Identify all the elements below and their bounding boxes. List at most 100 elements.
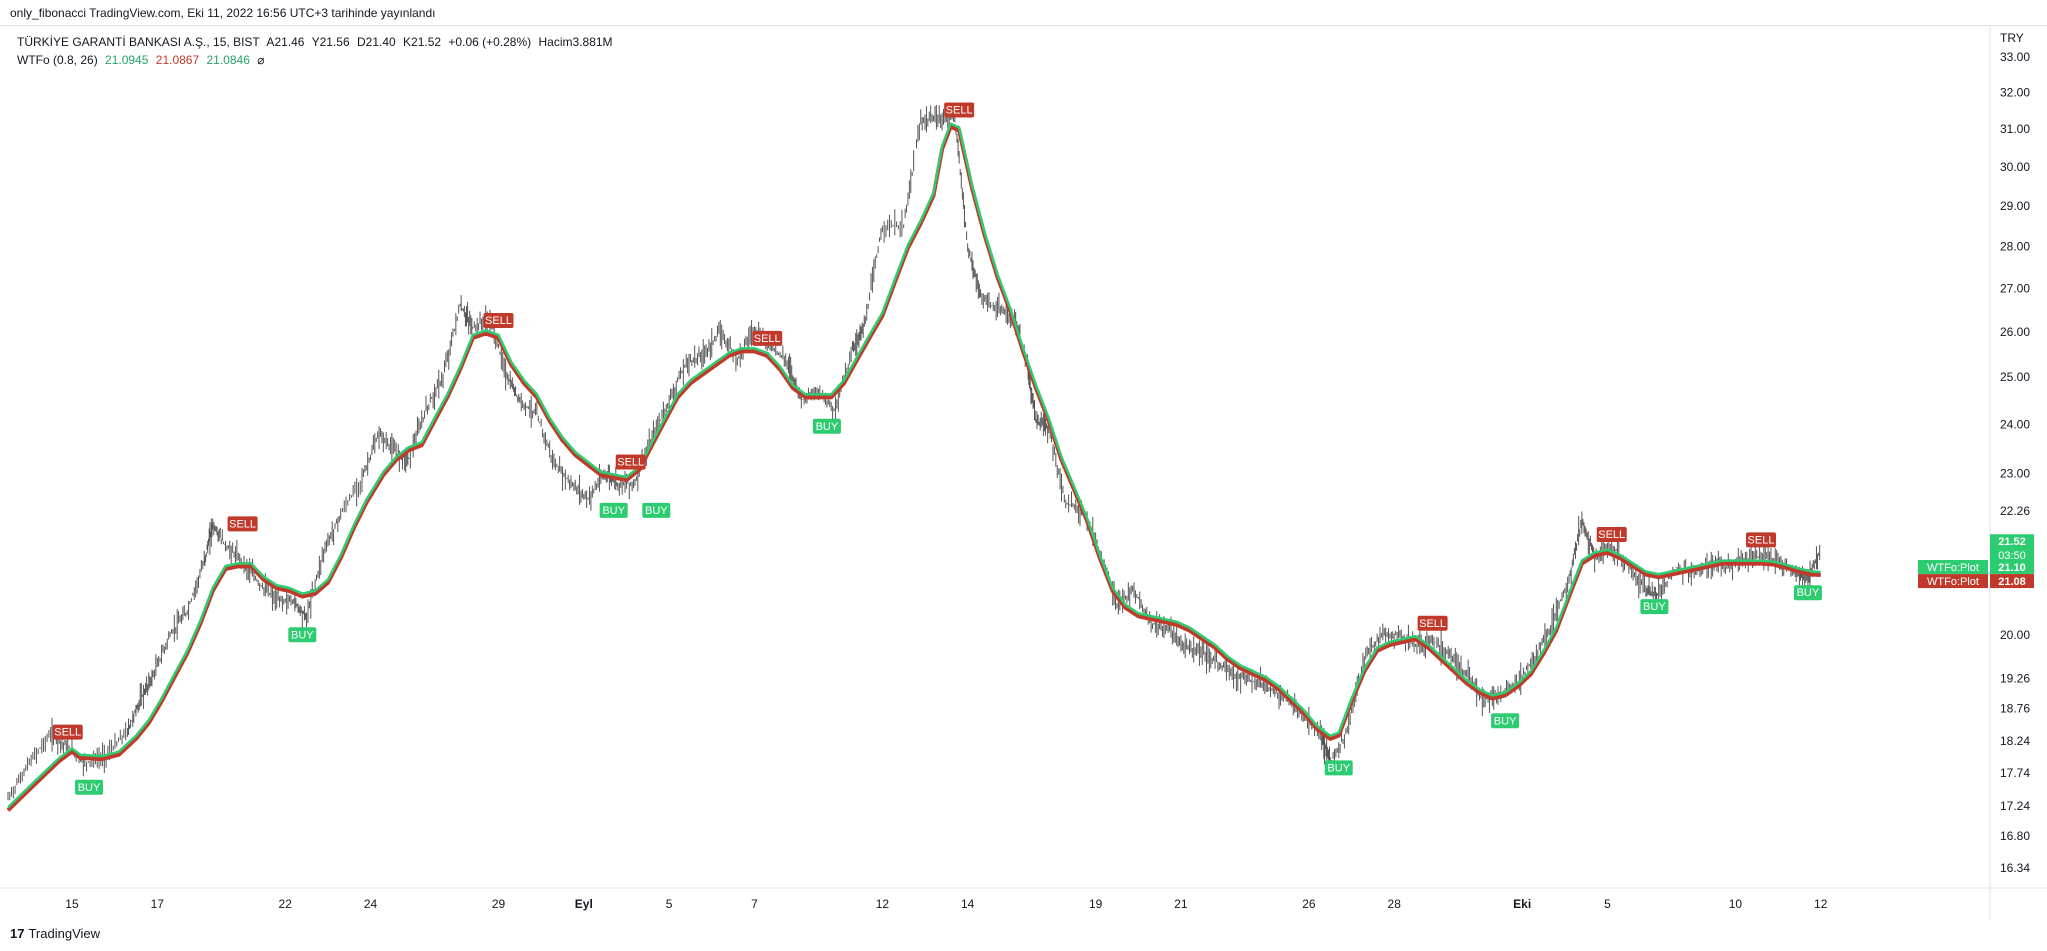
tradingview-mark-icon: 17 [10,926,25,941]
y-tick-label: 22.26 [2000,504,2030,518]
high-label: Y [311,35,320,49]
price-chart[interactable]: TRY 33.00 32.00 31.00 30.00 29.00 28.00 27.00 26… [0,26,2047,920]
y-tick-label: 17.24 [2000,799,2030,813]
plot-label: WTFo:Plot [1927,576,1979,588]
open-value: 21.46 [274,35,305,49]
x-tick-label: 5 [666,897,673,911]
sell-signal-label: SELL [54,727,81,739]
y-tick-label: 33.00 [2000,50,2030,64]
buy-signal-badge [288,627,317,643]
y-tick-label: 24.00 [2000,417,2030,431]
close-label: K [403,35,412,49]
x-tick-label: 12 [876,897,890,911]
x-tick-label: 14 [961,897,975,911]
buy-signal-badge [1640,599,1669,615]
indicator-name[interactable]: WTFo (0.8, 26) [17,53,98,67]
y-tick-label: 19.26 [2000,671,2030,685]
sell-signal-label: SELL [229,518,256,530]
volume-value: 3.881M [572,35,613,49]
y-tick-label: 18.24 [2000,734,2030,748]
plot-label: WTFo:Plot [1927,562,1979,574]
x-tick-label: Eyl [575,897,593,911]
high-value: 21.56 [319,35,350,49]
x-tick-label: 7 [751,897,758,911]
y-tick-label: 16.80 [2000,829,2030,843]
indicator-value-2: 21.0867 [155,53,200,67]
y-tick-label: 25.00 [2000,370,2030,384]
x-tick-label: Eki [1513,897,1531,911]
buy-signal-label: BUY [1494,715,1517,727]
low-value: 21.40 [365,35,396,49]
y-tick-label: 18.76 [2000,702,2030,716]
last-price-value: 21.52 [1998,536,2026,548]
tradingview-logo[interactable]: 17 TradingView [10,926,100,941]
sell-signal-label: SELL [946,105,973,117]
indicator-price-tag [1990,574,2034,589]
x-tick-label: 29 [492,897,506,911]
symbol-name[interactable]: TÜRKİYE GARANTİ BANKASI A.Ş., 15, BIST [17,35,260,49]
indicator-price-value: 21.10 [1998,562,2026,574]
footer: 17 TradingView [0,920,2047,951]
indicator-value-3: 21.0846 [206,53,250,67]
buy-signal-label: BUY [1327,762,1350,774]
indicator-source-icon[interactable]: ⌀ [257,53,265,67]
y-tick-label: 20.00 [2000,628,2030,642]
sell-signal-badge [1596,526,1627,542]
wtfo-red-line [6,124,1821,812]
buy-signal-label: BUY [78,782,101,794]
publish-info: only_fibonacci TradingView.com, Eki 11, … [10,6,436,20]
sell-signal-badge [1746,532,1777,548]
x-tick-label: 5 [1604,897,1611,911]
x-tick-label: 22 [279,897,293,911]
buy-signal-label: BUY [291,629,314,641]
sell-signal-label: SELL [1598,529,1625,541]
buy-signal-label: BUY [645,505,668,517]
sell-signal-badge [483,312,514,328]
y-tick-label: 17.74 [2000,766,2030,780]
published-header: only_fibonacci TradingView.com, Eki 11, … [0,0,2047,26]
close-value: 21.52 [411,35,442,49]
change-value: +0.06 (+0.28%) [448,35,532,49]
volume-label: Hacim [538,35,573,49]
x-tick-label: 19 [1089,897,1103,911]
x-tick-label: 24 [364,897,378,911]
y-tick-label: 28.00 [2000,239,2030,253]
wtfo-green-line [7,122,1821,809]
y-tick-label: 23.00 [2000,466,2030,480]
y-tick-label: 32.00 [2000,85,2030,99]
x-tick-label: 12 [1814,897,1828,911]
buy-signal-label: BUY [602,505,625,517]
buy-signal-label: BUY [816,421,839,433]
x-tick-label: 15 [65,897,79,911]
x-tick-label: 28 [1388,897,1402,911]
sell-signal-label: SELL [485,315,512,327]
sell-signal-badge [752,330,783,346]
buy-signal-label: BUY [1643,601,1666,613]
plot-label-bg [1918,574,1988,589]
y-tick-label: 16.34 [2000,861,2030,875]
plot-label-bg [1918,559,1988,574]
sell-signal-badge [615,454,646,470]
indicator-legend-row: WTFo (0.8, 26) 21.0945 21.0867 21.0846 ⌀ [17,51,617,69]
buy-signal-badge [1324,760,1353,776]
low-label: D [356,35,366,49]
buy-signal-badge [599,502,628,518]
buy-signal-badge [812,418,841,434]
tradingview-brand: TradingView [28,926,101,941]
sell-signal-label: SELL [1419,618,1446,630]
chart-legend: TÜRKİYE GARANTİ BANKASI A.Ş., 15, BIST A… [17,33,617,69]
buy-signal-badge [1793,585,1822,601]
bar-countdown: 03:50 [1998,550,2026,562]
indicator-value-1: 21.0945 [105,53,149,67]
sell-signal-badge [52,724,83,740]
x-tick-label: 26 [1302,897,1316,911]
indicator-price-value: 21.08 [1998,576,2026,588]
x-tick-label: 17 [151,897,165,911]
buy-signal-badge [1491,713,1520,729]
y-tick-label: 30.00 [2000,160,2030,174]
y-tick-label: 27.00 [2000,281,2030,295]
sell-signal-label: SELL [1748,534,1775,546]
symbol-legend-row: TÜRKİYE GARANTİ BANKASI A.Ş., 15, BIST A… [17,33,617,51]
currency-label: TRY [2000,31,2024,45]
y-tick-label: 26.00 [2000,325,2030,339]
